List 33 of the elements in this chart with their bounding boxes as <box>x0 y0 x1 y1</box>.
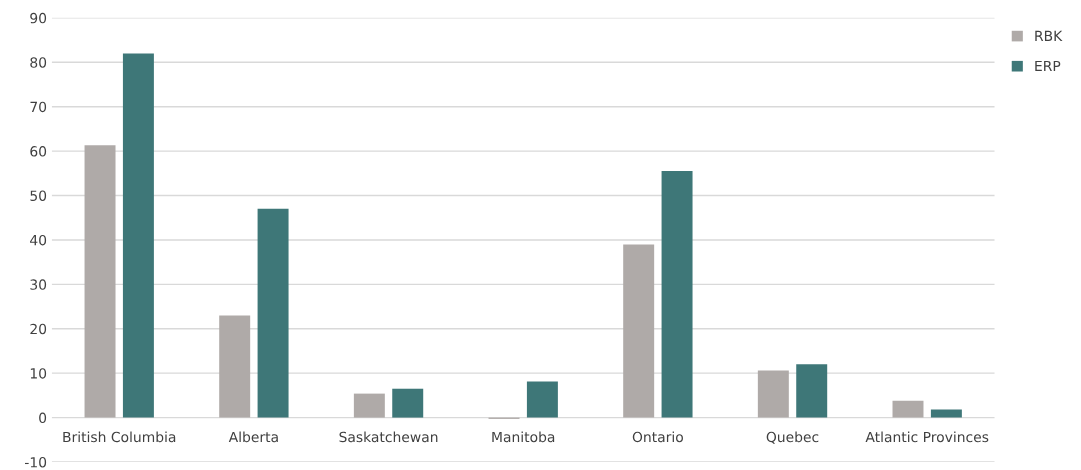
bar <box>353 393 385 418</box>
y-tick-label: 60 <box>30 146 47 157</box>
y-tick-label: 0 <box>39 412 47 424</box>
x-tick-label: Alberta <box>228 431 278 443</box>
y-tick-label: 80 <box>30 57 47 68</box>
x-tick-label: Ontario <box>632 431 683 443</box>
x-tick-label: Manitoba <box>492 431 555 443</box>
x-tick-label: Saskatchewan <box>339 431 438 443</box>
legend-label: RBK <box>1035 30 1063 41</box>
bar <box>661 171 693 418</box>
y-tick-label: 40 <box>30 234 47 246</box>
x-tick-label: British Columbia <box>63 431 176 443</box>
bar <box>392 388 424 418</box>
bar <box>122 53 154 418</box>
legend-label: ERP <box>1035 60 1061 72</box>
y-tick-label: 90 <box>30 12 47 24</box>
bar <box>526 381 558 418</box>
bar <box>257 208 289 418</box>
bar <box>796 364 828 418</box>
bar <box>757 370 789 418</box>
y-tick-label: 20 <box>30 323 47 335</box>
x-tick-label: Atlantic Provinces <box>865 431 989 443</box>
bar <box>219 315 251 418</box>
y-tick-label: 10 <box>30 368 47 379</box>
bar <box>84 145 116 418</box>
bar <box>623 244 655 418</box>
bar <box>892 400 924 418</box>
bar <box>930 409 962 418</box>
y-tick-label: 30 <box>30 279 47 290</box>
y-tick-label: 70 <box>30 101 47 113</box>
y-tick-label: 50 <box>30 190 47 201</box>
y-tick-label: -10 <box>25 456 47 468</box>
x-tick-label: Quebec <box>766 431 819 444</box>
